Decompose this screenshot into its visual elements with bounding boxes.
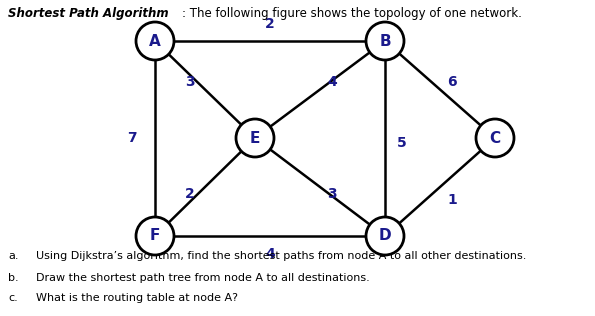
Text: b.: b.: [8, 273, 18, 283]
Circle shape: [136, 22, 174, 60]
Text: 4: 4: [265, 247, 275, 261]
Circle shape: [366, 217, 404, 255]
Text: 4: 4: [327, 75, 337, 89]
Text: What is the routing table at node A?: What is the routing table at node A?: [36, 293, 238, 303]
Text: C: C: [490, 131, 500, 145]
Text: 3: 3: [327, 187, 337, 201]
Text: Using Dijkstra’s algorithm, find the shortest paths from node A to all other des: Using Dijkstra’s algorithm, find the sho…: [36, 251, 527, 261]
Text: B: B: [379, 33, 391, 48]
Text: Draw the shortest path tree from node A to all destinations.: Draw the shortest path tree from node A …: [36, 273, 369, 283]
Text: Shortest Path Algorithm: Shortest Path Algorithm: [8, 7, 168, 20]
Text: a.: a.: [8, 251, 18, 261]
Text: c.: c.: [8, 293, 18, 303]
Circle shape: [476, 119, 514, 157]
Circle shape: [366, 22, 404, 60]
Text: 6: 6: [447, 75, 457, 89]
Text: E: E: [250, 131, 260, 145]
Text: 5: 5: [397, 136, 407, 150]
Circle shape: [236, 119, 274, 157]
Text: 3: 3: [185, 75, 195, 89]
Text: : The following figure shows the topology of one network.: : The following figure shows the topolog…: [182, 7, 522, 20]
Text: 2: 2: [265, 17, 275, 31]
Text: 7: 7: [127, 131, 137, 145]
Text: 1: 1: [447, 193, 457, 207]
Text: A: A: [149, 33, 161, 48]
Circle shape: [136, 217, 174, 255]
Text: 2: 2: [185, 187, 195, 201]
Text: D: D: [378, 228, 392, 244]
Text: F: F: [150, 228, 160, 244]
